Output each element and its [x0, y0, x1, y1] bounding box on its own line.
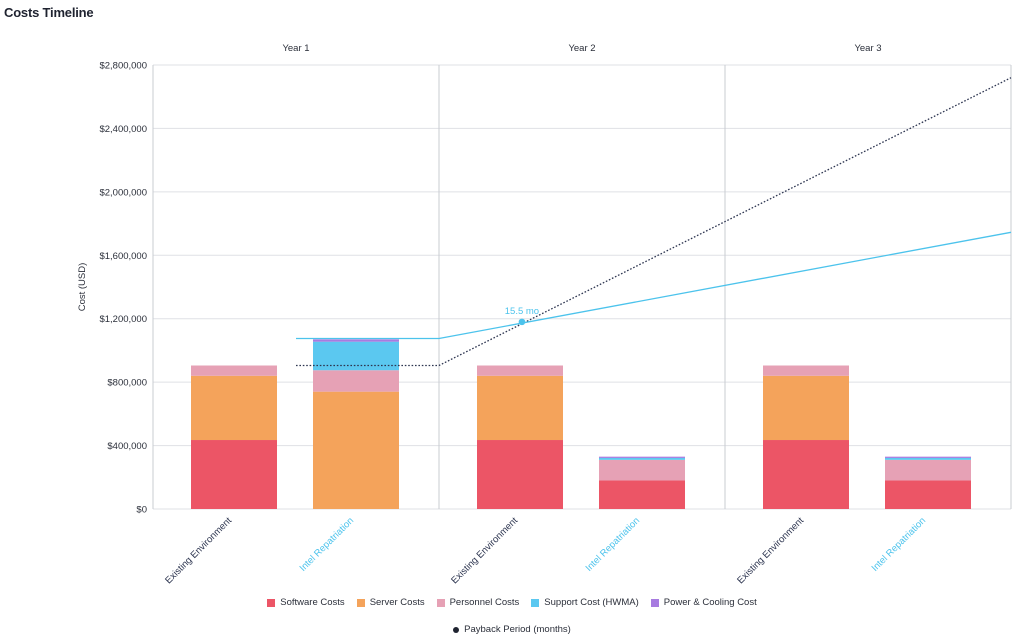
legend-payback: Payback Period (months)	[0, 624, 1024, 635]
bar-segment	[313, 341, 399, 371]
bar-segment	[599, 459, 685, 481]
group-label: Year 1	[282, 43, 309, 54]
bar-segment	[885, 480, 971, 509]
legend-item-payback[interactable]: Payback Period (months)	[453, 624, 571, 635]
legend-item[interactable]: Power & Cooling Cost	[650, 597, 757, 608]
bar-segment	[599, 456, 685, 458]
chart-title: Costs Timeline	[4, 5, 94, 20]
bar-segment	[599, 457, 685, 460]
y-tick-label: $2,000,000	[99, 187, 147, 198]
legend-label: Software Costs	[280, 597, 345, 608]
legend-swatch	[356, 598, 365, 607]
cumulative-line	[296, 77, 1012, 367]
legend-item[interactable]: Support Cost (HWMA)	[531, 597, 639, 608]
x-tick-label: Intel Repatriation	[584, 515, 643, 574]
legend-swatch	[436, 598, 445, 607]
bar-segment	[313, 391, 399, 509]
y-axis-label: Cost (USD)	[77, 263, 88, 312]
bar-segment	[885, 457, 971, 460]
bar-segment	[477, 375, 563, 441]
bar-segment	[477, 440, 563, 509]
legend-item[interactable]: Software Costs	[267, 597, 345, 608]
bar-segment	[477, 365, 563, 376]
bar-segment	[191, 365, 277, 376]
bar-segment	[191, 375, 277, 441]
y-tick-label: $1,200,000	[99, 314, 147, 325]
bar-segment	[599, 480, 685, 509]
legend-dot	[453, 626, 460, 633]
x-tick-label: Existing Environment	[449, 515, 520, 586]
bar-segment	[885, 456, 971, 458]
bar-segment	[885, 459, 971, 481]
legend-swatch	[531, 598, 540, 607]
legend-item[interactable]: Personnel Costs	[436, 597, 520, 608]
y-tick-label: $1,600,000	[99, 251, 147, 262]
group-label: Year 3	[854, 43, 881, 54]
y-tick-label: $2,400,000	[99, 124, 147, 135]
legend: Software Costs Server Costs Personnel Cost…	[0, 597, 1024, 608]
legend-label: Power & Cooling Cost	[663, 597, 757, 608]
y-tick-label: $400,000	[107, 441, 147, 452]
bar-segment	[763, 375, 849, 441]
legend-label: Server Costs	[369, 597, 425, 608]
costs-timeline-chart: $0 $400,000 $800,000 $1,200,000 $1,600,000 $2…	[77, 43, 1012, 586]
legend-item[interactable]: Server Costs	[356, 597, 425, 608]
legend-label: Personnel Costs	[449, 597, 520, 608]
x-tick-label: Intel Repatriation	[298, 515, 357, 574]
y-tick-label: $2,800,000	[99, 61, 147, 72]
bar-segment	[313, 339, 399, 342]
bar-segment	[763, 365, 849, 376]
y-tick-label: $800,000	[107, 378, 147, 389]
x-tick-label: Existing Environment	[163, 515, 234, 586]
x-tick-label: Intel Repatriation	[870, 515, 929, 574]
legend-swatch	[650, 598, 659, 607]
legend-label: Payback Period (months)	[464, 624, 571, 635]
legend-swatch	[267, 598, 276, 607]
group-label: Year 2	[568, 43, 595, 54]
bar-segment	[763, 440, 849, 509]
cumulative-line	[296, 231, 1012, 340]
legend-label: Support Cost (HWMA)	[544, 597, 639, 608]
bar-segment	[313, 370, 399, 392]
payback-point	[518, 318, 526, 326]
y-tick-label: $0	[136, 505, 147, 516]
bar-segment	[191, 440, 277, 509]
payback-label: 15.5 mo	[505, 306, 539, 317]
x-tick-label: Existing Environment	[735, 515, 806, 586]
